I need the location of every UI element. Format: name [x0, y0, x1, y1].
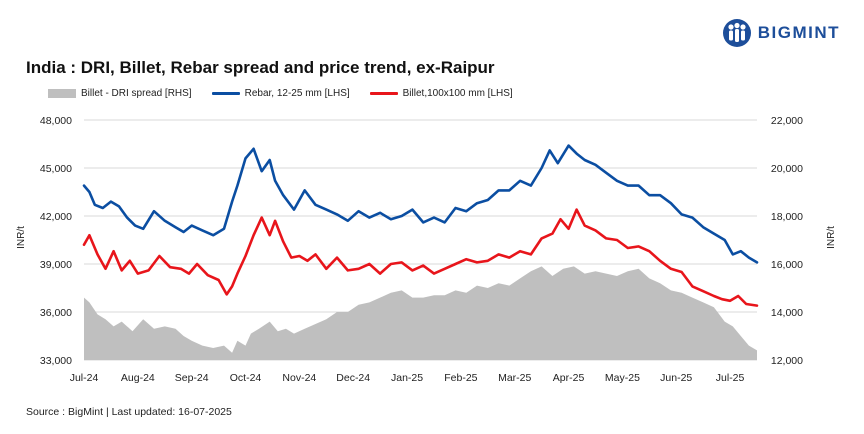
x-tick-label: Aug-24	[121, 372, 155, 384]
x-tick-label: Mar-25	[498, 372, 531, 384]
brand-logo: BIGMINT	[722, 18, 840, 48]
y-right-tick-label: 20,000	[771, 163, 803, 175]
source-note: Source : BigMint | Last updated: 16-07-2…	[26, 406, 232, 418]
x-tick-label: Nov-24	[282, 372, 316, 384]
series-billet-line	[82, 208, 759, 307]
brand-name: BIGMINT	[757, 23, 840, 42]
y-right-tick-label: 12,000	[771, 355, 803, 367]
y-axis-right-title: INR/t	[825, 226, 837, 249]
y-right-tick-label: 16,000	[771, 259, 803, 271]
legend-swatch-spread	[48, 89, 76, 98]
x-tick-label: Dec-24	[336, 372, 370, 384]
x-tick-label: Oct-24	[230, 372, 262, 384]
legend-item-spread: Billet - DRI spread [RHS]	[48, 88, 192, 99]
x-tick-label: Feb-25	[444, 372, 477, 384]
y-left-tick-label: 48,000	[40, 115, 72, 127]
legend-label-rebar: Rebar, 12-25 mm [LHS]	[244, 88, 350, 99]
x-tick-label: Sep-24	[175, 372, 209, 384]
y-right-tick-label: 18,000	[771, 211, 803, 223]
series-rebar-line	[82, 144, 759, 264]
y-left-tick-label: 42,000	[40, 211, 72, 223]
y-left-tick-label: 36,000	[40, 307, 72, 319]
x-tick-label: Jul-25	[716, 372, 745, 384]
chart-title: India : DRI, Billet, Rebar spread and pr…	[26, 58, 495, 77]
chart-legend: Billet - DRI spread [RHS] Rebar, 12-25 m…	[48, 88, 533, 99]
y-left-tick-label: 39,000	[40, 259, 72, 271]
bigmint-people-icon	[722, 19, 751, 47]
legend-item-rebar: Rebar, 12-25 mm [LHS]	[211, 88, 350, 99]
price-trend-chart: 33,000 36,000 39,000 42,000 45,000 48,000 12,0…	[40, 115, 803, 384]
legend-label-billet: Billet,100x100 mm [LHS]	[402, 88, 513, 99]
legend-item-billet: Billet,100x100 mm [LHS]	[369, 88, 513, 99]
y-left-tick-label: 45,000	[40, 163, 72, 175]
y-right-tick-label: 14,000	[771, 307, 803, 319]
x-tick-label: May-25	[605, 372, 640, 384]
x-tick-label: Apr-25	[553, 372, 585, 384]
x-tick-label: Jul-24	[70, 372, 99, 384]
legend-swatch-billet	[369, 92, 398, 95]
legend-swatch-rebar	[211, 92, 240, 95]
legend-label-spread: Billet - DRI spread [RHS]	[81, 88, 192, 99]
y-axis-left-title: INR/t	[15, 226, 27, 249]
y-right-tick-label: 22,000	[771, 115, 803, 127]
y-left-tick-label: 33,000	[40, 355, 72, 367]
x-tick-label: Jan-25	[391, 372, 423, 384]
series-spread-area	[84, 266, 757, 360]
x-tick-label: Jun-25	[660, 372, 692, 384]
